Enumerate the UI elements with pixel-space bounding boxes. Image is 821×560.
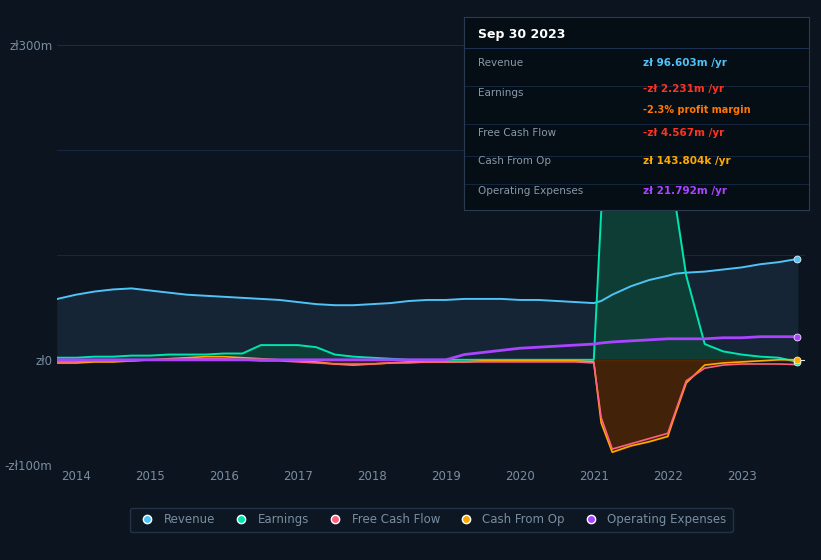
Text: Cash From Op: Cash From Op	[478, 156, 551, 166]
Text: zł 143.804k /yr: zł 143.804k /yr	[643, 156, 731, 166]
Text: zł 96.603m /yr: zł 96.603m /yr	[643, 58, 727, 68]
Text: Earnings: Earnings	[478, 88, 523, 98]
Text: -zł 4.567m /yr: -zł 4.567m /yr	[643, 128, 724, 138]
Text: Free Cash Flow: Free Cash Flow	[478, 128, 556, 138]
Text: zł 21.792m /yr: zł 21.792m /yr	[643, 186, 727, 195]
Text: Operating Expenses: Operating Expenses	[478, 186, 583, 195]
Text: -2.3% profit margin: -2.3% profit margin	[643, 105, 750, 115]
Legend: Revenue, Earnings, Free Cash Flow, Cash From Op, Operating Expenses: Revenue, Earnings, Free Cash Flow, Cash …	[130, 507, 732, 533]
Text: Sep 30 2023: Sep 30 2023	[478, 29, 565, 41]
Text: -zł 2.231m /yr: -zł 2.231m /yr	[643, 84, 724, 94]
Text: Revenue: Revenue	[478, 58, 523, 68]
